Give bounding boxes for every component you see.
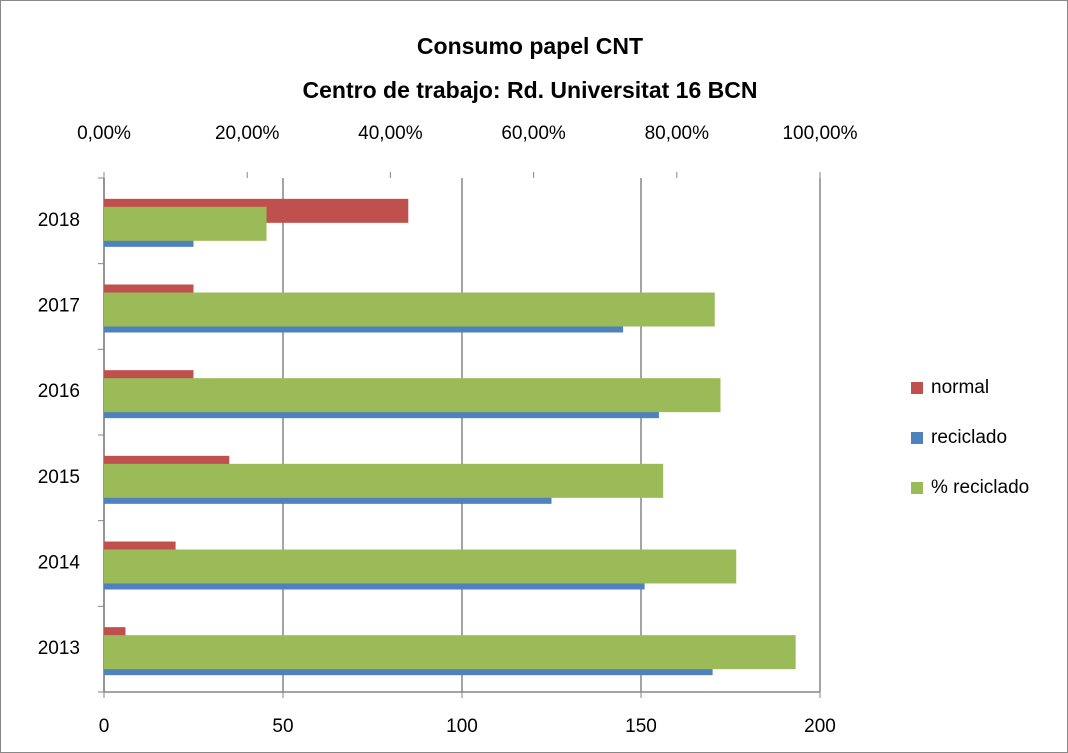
legend-swatch: [911, 382, 923, 394]
bar: [104, 549, 737, 584]
y-tick-label: 2013: [38, 638, 80, 659]
bar: [104, 378, 721, 413]
bar: [104, 292, 715, 327]
y-tick-label: 2018: [38, 210, 80, 231]
chart-subtitle: Centro de trabajo: Rd. Universitat 16 BC…: [303, 77, 758, 103]
chart-title: Consumo papel CNT: [417, 33, 643, 59]
bar: [104, 206, 267, 241]
x-tick-label: 150: [625, 716, 657, 737]
legend-swatch: [911, 482, 923, 494]
x2-tick-label: 80,00%: [645, 123, 710, 144]
x-tick-label: 100: [446, 716, 478, 737]
bar: [104, 635, 796, 670]
y-tick-label: 2017: [38, 296, 80, 317]
x2-tick-label: 40,00%: [358, 123, 423, 144]
x2-tick-label: 20,00%: [215, 123, 280, 144]
x-tick-label: 50: [272, 716, 293, 737]
x-tick-label: 200: [804, 716, 836, 737]
y-tick-label: 2014: [38, 553, 81, 574]
x-tick-label: 0: [99, 716, 110, 737]
legend-label: reciclado: [931, 427, 1007, 448]
y-tick-label: 2015: [38, 467, 80, 488]
legend-swatch: [911, 432, 923, 444]
bar: [104, 463, 664, 498]
legend-label: % reciclado: [931, 477, 1029, 498]
legend-label: normal: [931, 377, 989, 398]
x2-tick-label: 100,00%: [782, 123, 857, 144]
x2-tick-label: 60,00%: [501, 123, 566, 144]
x2-tick-label: 0,00%: [77, 123, 131, 144]
y-tick-label: 2016: [38, 381, 80, 402]
